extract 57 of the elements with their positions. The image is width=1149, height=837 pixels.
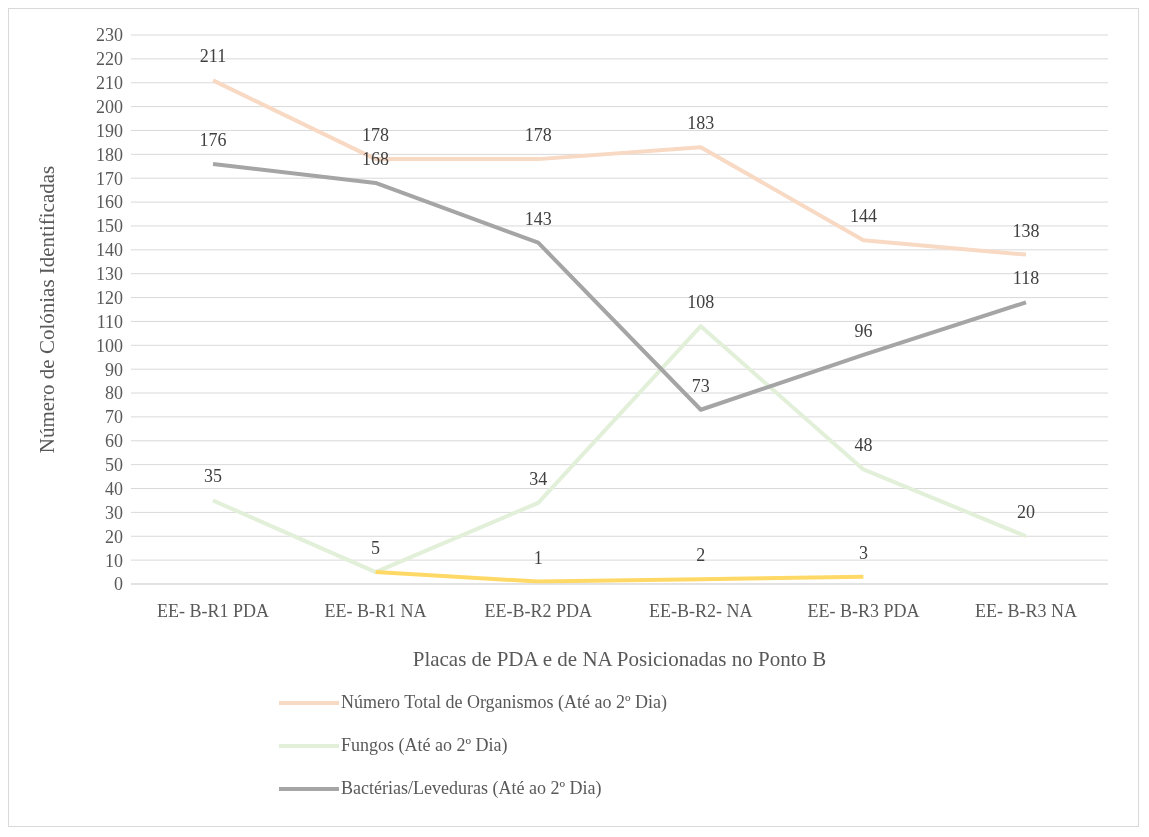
x-tick-label: EE- B-R1 NA	[324, 600, 427, 621]
y-tick-label: 40	[105, 478, 123, 499]
y-tick-label: 110	[96, 311, 123, 332]
y-tick-label: 10	[105, 550, 123, 571]
y-tick-label: 90	[105, 359, 123, 380]
data-label: 108	[687, 292, 715, 313]
data-label: 138	[1012, 220, 1040, 241]
y-tick-label: 60	[105, 431, 123, 452]
y-tick-label: 0	[114, 574, 123, 595]
y-tick-label: 130	[96, 264, 123, 285]
y-tick-label: 50	[105, 455, 123, 476]
y-tick-label: 80	[105, 383, 123, 404]
data-label: 178	[524, 125, 552, 146]
data-label: 3	[858, 542, 868, 563]
y-tick-label: 170	[96, 168, 123, 189]
data-label: 211	[199, 46, 227, 67]
data-label: 20	[1017, 502, 1035, 523]
y-tick-label: 20	[105, 526, 123, 547]
y-tick-label: 230	[96, 25, 123, 46]
y-tick-label: 150	[96, 216, 123, 237]
line-series	[373, 570, 866, 584]
data-label: 183	[687, 113, 715, 134]
data-label: 176	[199, 129, 227, 150]
y-tick-label: 140	[96, 240, 123, 261]
y-tick-label: 180	[96, 144, 123, 165]
y-tick-label: 220	[96, 49, 123, 70]
x-tick-label: EE-B-R2 PDA	[484, 600, 592, 621]
y-tick-label: 210	[96, 73, 123, 94]
data-label: 96	[854, 320, 873, 341]
y-tick-label: 100	[96, 335, 123, 356]
data-label: 178	[362, 125, 390, 146]
data-label: 143	[524, 208, 552, 229]
data-label: 2	[696, 545, 706, 566]
y-tick-label: 200	[96, 97, 123, 117]
x-tick-label: EE- B-R3 PDA	[807, 600, 920, 621]
data-label: 35	[204, 466, 222, 487]
y-tick-label: 190	[96, 120, 123, 141]
data-label: 144	[849, 206, 877, 227]
y-axis-title: Número de Colónias Identificadas	[35, 165, 60, 454]
y-tick-label: 120	[96, 287, 123, 308]
legend-label: Fungos (Até ao 2º Dia)	[341, 735, 508, 756]
y-tick-label: 30	[105, 502, 123, 523]
x-axis-title: Placas de PDA e de NA Posicionadas no Ponto B	[412, 647, 827, 671]
data-label: 5	[371, 538, 381, 559]
x-tick-label: EE- B-R1 PDA	[157, 600, 269, 621]
data-label: 73	[691, 375, 710, 396]
y-tick-label: 70	[105, 407, 123, 428]
y-tick-label: 160	[96, 192, 123, 213]
data-label: 1	[533, 547, 543, 568]
data-label: 48	[854, 435, 873, 456]
data-label: 34	[529, 468, 548, 489]
legend-label: Bactérias/Leveduras (Até ao 2º Dia)	[341, 778, 602, 799]
data-label: 168	[362, 148, 390, 169]
x-tick-label: EE-B-R2- NA	[649, 600, 753, 621]
x-tick-label: EE- B-R3 NA	[975, 600, 1077, 621]
data-label: 118	[1012, 268, 1040, 289]
legend-label: Número Total de Organismos (Até ao 2º Dia)	[341, 692, 668, 713]
